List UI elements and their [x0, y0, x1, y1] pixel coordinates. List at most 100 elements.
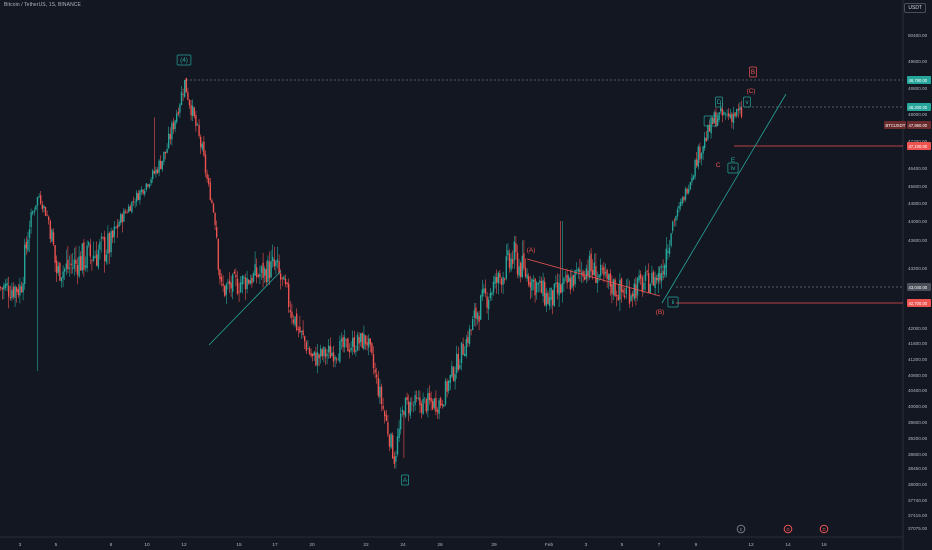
candle-body — [81, 243, 83, 271]
candle-body — [528, 276, 530, 285]
candle-body — [209, 182, 211, 201]
candle-body — [518, 266, 520, 276]
candle-body — [379, 386, 381, 398]
candle-body — [19, 284, 21, 296]
candle-body — [644, 272, 647, 281]
candle-body — [441, 403, 443, 406]
candle-body — [83, 242, 85, 270]
candle-body — [542, 280, 544, 297]
candle-body — [65, 263, 67, 269]
candle-body — [251, 277, 253, 284]
y-tick-label: 45600.00 — [908, 184, 928, 189]
candle-body — [227, 282, 229, 283]
candle-body — [611, 284, 613, 294]
candle-body — [467, 337, 469, 344]
x-tick-label: 29 — [491, 542, 497, 548]
candle-body — [480, 295, 482, 320]
candle-body — [190, 105, 192, 116]
candle-body — [400, 413, 402, 430]
candle-body — [206, 173, 208, 179]
candle-body — [67, 259, 69, 270]
candle-body — [230, 282, 232, 289]
candle-body — [64, 268, 66, 272]
candle-body — [672, 221, 674, 231]
candle-body — [475, 307, 477, 319]
y-tick-label: 41200.00 — [908, 357, 928, 362]
candle-body — [248, 279, 250, 284]
candle-body — [568, 276, 570, 282]
candle-body — [107, 233, 109, 254]
candle-body — [420, 403, 423, 413]
candle-body — [443, 404, 445, 407]
candle-body — [593, 262, 595, 276]
candle-body — [144, 190, 146, 195]
candle-body — [160, 160, 162, 169]
candle-body — [86, 245, 88, 269]
candle-body — [108, 232, 111, 253]
candle-body — [328, 345, 330, 353]
wave-label: ii — [672, 299, 675, 306]
candle-body — [25, 241, 27, 249]
candle-body — [235, 274, 237, 278]
candle-body — [502, 276, 504, 285]
candle-body — [150, 179, 152, 184]
candle-body — [656, 277, 658, 281]
candle-body — [696, 159, 698, 166]
x-tick-label: 16 — [821, 542, 827, 548]
currency-unit-button[interactable]: USDT — [904, 3, 926, 13]
candle-body — [648, 272, 650, 293]
candle-body — [174, 120, 176, 129]
candle-body — [675, 216, 677, 221]
price-label-bg — [907, 103, 931, 111]
candle-body — [113, 226, 115, 237]
candle-body — [596, 278, 599, 283]
candle-body — [294, 316, 296, 325]
candle-body — [172, 122, 175, 130]
candle-body — [489, 292, 491, 299]
candle-body — [737, 109, 739, 111]
candle-body — [662, 270, 664, 275]
event-marker-text: D — [822, 527, 825, 532]
x-tick-label: 7 — [658, 542, 661, 548]
candle-body — [17, 289, 19, 295]
candle-body — [678, 205, 680, 209]
candle-body — [651, 272, 653, 284]
price-label-bg — [907, 76, 931, 84]
candle-body — [331, 352, 333, 357]
candle-body — [408, 401, 410, 414]
candle-body — [496, 277, 498, 283]
candle-body — [364, 335, 367, 344]
candle-body — [276, 259, 279, 263]
candle-body — [272, 256, 274, 262]
candle-body — [75, 259, 77, 264]
candle-body — [507, 250, 509, 255]
candle-body — [396, 436, 399, 455]
candle-body — [12, 286, 15, 297]
candle-body — [49, 220, 51, 240]
candle-body — [356, 334, 359, 351]
candle-body — [11, 289, 13, 298]
price-label-bg — [907, 121, 931, 129]
candle-body — [193, 107, 195, 117]
candle-body — [652, 271, 655, 286]
candle-body — [212, 203, 215, 213]
candle-body — [403, 411, 405, 415]
x-tick-label: 3 — [585, 542, 588, 548]
candle-body — [409, 401, 411, 416]
candle-body — [736, 109, 738, 116]
candle-body — [377, 377, 379, 396]
candle-body — [600, 264, 602, 276]
y-tick-label: 38000.00 — [908, 482, 928, 487]
candle-body — [598, 274, 600, 278]
candle-body — [4, 283, 7, 288]
candle-body — [283, 276, 285, 280]
candle-body — [643, 282, 645, 290]
wave-label-box — [715, 96, 723, 108]
candle-body — [188, 99, 191, 106]
candle-body — [694, 160, 696, 177]
y-tick-label: 43600.00 — [908, 238, 928, 243]
candle-body — [345, 339, 347, 341]
candle-body — [604, 272, 607, 274]
